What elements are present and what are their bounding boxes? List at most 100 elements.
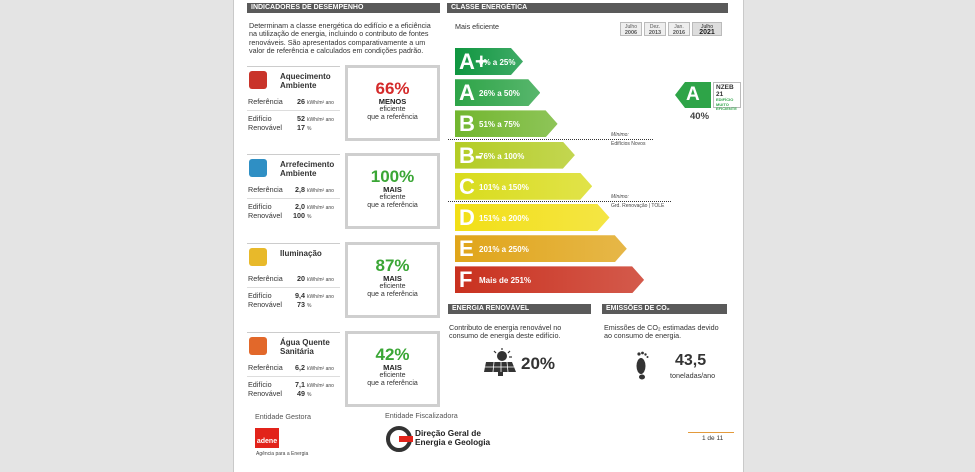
row-unit: kWh/m² ano (307, 205, 334, 211)
emissions-unit: toneladas/ano (670, 371, 716, 380)
tab-year: 2016 (672, 30, 686, 36)
indicator-percent: 87% (375, 256, 410, 275)
footprint-icon (636, 351, 649, 380)
minimum-text: Edifícios Novos (611, 141, 646, 147)
indicator-percent: 66% (375, 79, 410, 98)
timeline-tab: Dez. 2013 (644, 22, 666, 36)
indicator-icon (249, 71, 267, 89)
emissions-text: Emissões de CO₂ estimadas devido ao cons… (604, 323, 719, 341)
class-letter: B- (459, 142, 483, 168)
class-range: 51% a 75% (479, 120, 520, 130)
row-value: 26 (297, 97, 305, 106)
divider (247, 243, 340, 244)
row-label: Renovável (248, 211, 282, 220)
tab-year: 2013 (648, 30, 662, 36)
page-number: 1 de 11 (702, 435, 724, 442)
efficiency: eficiente (379, 372, 406, 379)
section-header: EMISSÕES DE CO₂ (602, 304, 727, 314)
row-label: Referência (248, 185, 283, 194)
row-label: Referência (248, 97, 283, 106)
class-letter: F (459, 267, 473, 293)
class-range: 151% a 200% (479, 214, 529, 223)
row-value: 17 (297, 123, 305, 132)
note: que a referência (367, 291, 418, 298)
row-value: 20 (297, 274, 305, 283)
energy-bar: C 101% a 150% (455, 173, 592, 200)
indicator-title: Arrefecimento Ambiente (280, 160, 335, 178)
row-unit: kWh/m² ano (307, 188, 334, 194)
class-letter: B (459, 111, 475, 137)
class-range: 0% a 25% (479, 58, 516, 67)
energy-bar: A+ 0% a 25% (455, 48, 523, 75)
indicator-percent: 42% (375, 345, 410, 364)
nzeb-badge: NZEB 21 EDIFÍCIO MUITO EFICIENTE (713, 82, 741, 111)
row-unit: % (307, 214, 312, 220)
energy-bar: B 51% a 75% (455, 110, 558, 137)
minimum-line (448, 139, 653, 140)
note: que a referência (367, 202, 418, 209)
badge-text: EDIFÍCIO MUITO EFICIENTE (716, 97, 737, 111)
comparison: MAIS (383, 363, 402, 372)
tab-year: 2006 (624, 30, 638, 36)
indicator-title: Aquecimento Ambiente (280, 72, 331, 90)
row-value: 2,0 (295, 202, 305, 211)
row-unit: kWh/m² ano (307, 117, 334, 123)
class-letter: C (459, 173, 475, 199)
timeline-tab: Julho 2021 (692, 22, 722, 36)
row-unit: kWh/m² ano (307, 277, 334, 283)
timeline-tab: Jan. 2016 (668, 22, 690, 36)
indicator-box: 87% MAIS eficiente que a referência (345, 242, 440, 318)
class-letter: A (459, 80, 475, 106)
badge-title: NZEB 21 (716, 84, 734, 98)
efficiency: eficiente (379, 283, 406, 290)
row-divider (247, 376, 340, 377)
class-letter: E (459, 236, 474, 262)
indicator-icon (249, 337, 267, 355)
manager-name: Agência para a Energia (256, 451, 309, 457)
renewable-value: 20% (521, 354, 556, 373)
comparison: MENOS (378, 97, 407, 106)
energy-bar: F Mais de 251% (455, 266, 644, 293)
inspector-label: Entidade Fiscalizadora (385, 411, 458, 420)
row-value: 52 (297, 114, 305, 123)
tab-month: Julho (701, 24, 713, 30)
comparison: MAIS (383, 274, 402, 283)
tab-month: Dez. (649, 24, 661, 30)
row-value: 6,2 (295, 363, 305, 372)
row-value: 100 (293, 211, 305, 220)
timeline-tab: Julho 2006 (620, 22, 642, 36)
row-divider (247, 198, 340, 199)
row-unit: % (307, 392, 312, 398)
result-class: A (686, 84, 700, 105)
minimum-label: Mínimo: (611, 132, 629, 138)
section-header: ENERGIA RENOVÁVEL (448, 304, 591, 314)
row-label: Edifício (248, 291, 272, 300)
section-header: INDICADORES DE DESEMPENHO (247, 3, 440, 13)
class-letter: D (459, 205, 475, 230)
dgeg-logo (386, 426, 413, 452)
row-divider (247, 110, 340, 111)
minimum-text: Grd. Renovação | TOLE (611, 203, 665, 209)
divider (247, 154, 340, 155)
note: que a referência (367, 114, 418, 121)
adene-logo: adene (255, 428, 279, 448)
class-range: 76% a 100% (479, 151, 525, 161)
row-unit: % (307, 303, 312, 309)
row-label: Renovável (248, 300, 282, 309)
row-unit: kWh/m² ano (307, 366, 334, 372)
row-label: Edifício (248, 202, 272, 211)
class-range: 26% a 50% (479, 89, 520, 99)
energy-bar: D 151% a 200% (455, 204, 610, 231)
row-unit: kWh/m² ano (307, 294, 334, 300)
row-value: 2,8 (295, 185, 305, 194)
minimum-label: Mínimo: (611, 194, 629, 200)
row-label: Edifício (248, 380, 272, 389)
section-header: CLASSE ENERGÉTICA (447, 3, 728, 13)
renewable-text: Contributo de energia renovável no consu… (449, 323, 562, 341)
manager-label: Entidade Gestora (255, 412, 311, 421)
indicator-title: Iluminação (280, 249, 322, 258)
top-label: Mais eficiente (455, 22, 499, 31)
comparison: MAIS (383, 185, 402, 194)
efficiency: eficiente (379, 106, 406, 113)
